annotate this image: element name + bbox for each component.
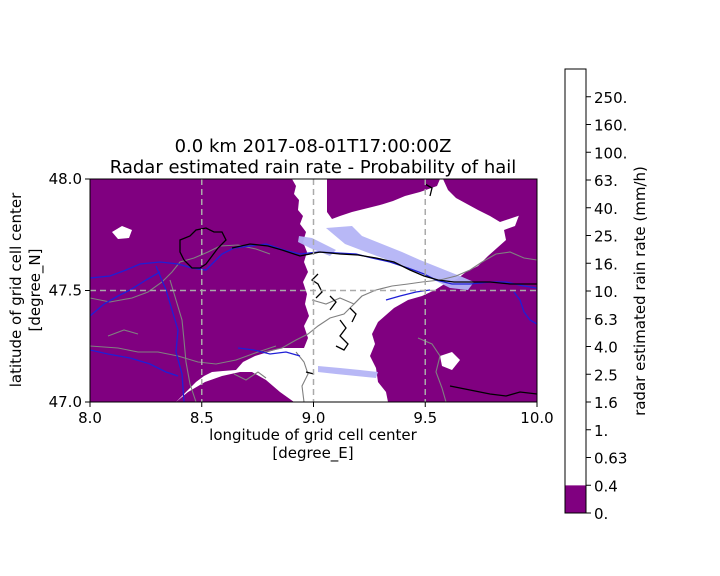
colorbar-segment — [565, 457, 586, 486]
y-tick-label: 47.0 — [49, 393, 82, 411]
rain-cell-west — [112, 226, 132, 239]
colorbar-tick-label: 1. — [594, 422, 608, 440]
y-axis-label-line1: latitude of grid cell center — [7, 192, 25, 387]
x-axis-label-line1: longitude of grid cell center — [209, 426, 417, 444]
colorbar: 0. 0.4 0.63 1. 1.6 2.5 4.0 6.3 10. 16. 25. 40. 63. 10… — [564, 68, 627, 523]
border-lines — [179, 183, 537, 397]
colorbar-tick-label: 40. — [594, 200, 618, 218]
colorbar-segment — [565, 235, 586, 264]
hail-swath-south — [318, 366, 378, 378]
y-axis: 47.0 47.5 48.0 — [49, 170, 90, 411]
colorbar-segment — [565, 429, 586, 458]
no-rain-region-west — [90, 179, 309, 402]
colorbar-segment — [565, 69, 586, 97]
colorbar-tick-label: 160. — [594, 117, 627, 135]
x-tick-label: 9.0 — [302, 409, 326, 427]
y-tick-label: 48.0 — [49, 170, 82, 188]
colorbar-tick-label: 25. — [594, 228, 618, 246]
colorbar-segment — [565, 96, 586, 125]
colorbar-segment — [565, 485, 586, 513]
colorbar-segment — [565, 207, 586, 236]
colorbar-tick-label: 10. — [594, 283, 618, 301]
colorbar-segment — [565, 180, 586, 208]
no-rain-region-south-central — [90, 372, 294, 402]
colorbar-segment — [565, 291, 586, 319]
colorbar-tick-label: 6.3 — [594, 311, 618, 329]
hail-swath-main — [326, 226, 474, 290]
colorbar-tick-label: 0. — [594, 505, 608, 523]
colorbar-segment — [565, 374, 586, 402]
gridlines — [90, 179, 537, 402]
colorbar-segment — [565, 346, 586, 375]
rain-cell-southeast — [440, 352, 460, 370]
colorbar-segment — [565, 263, 586, 291]
colorbar-tick-label: 100. — [594, 144, 627, 162]
x-axis-label-line2: [degree_E] — [272, 444, 353, 463]
plot-area — [90, 179, 537, 402]
colorbar-tick-label: 1.6 — [594, 394, 618, 412]
x-axis: 8.0 8.5 9.0 9.5 10.0 — [78, 402, 554, 427]
colorbar-segment — [565, 318, 586, 347]
no-rain-patch-northeast — [443, 179, 537, 222]
colorbar-tick-label: 16. — [594, 255, 618, 273]
chart-title-line2: Radar estimated rain rate - Probability … — [110, 157, 517, 178]
colorbar-tick-label: 2.5 — [594, 366, 618, 384]
colorbar-tick-label: 250. — [594, 89, 627, 107]
hail-swath-small — [298, 236, 336, 256]
colorbar-segment — [565, 124, 586, 153]
x-tick-label: 9.5 — [413, 409, 437, 427]
colorbar-tick-label: 0.4 — [594, 477, 618, 495]
x-tick-label: 8.0 — [78, 409, 102, 427]
y-axis-label-line2: [degree_N] — [26, 249, 45, 332]
x-tick-label: 8.5 — [190, 409, 214, 427]
colorbar-segment — [565, 152, 586, 180]
colorbar-label: radar estimated rain rate (mm/h) — [631, 166, 649, 416]
colorbar-segment — [565, 402, 586, 430]
x-tick-label: 10.0 — [520, 409, 553, 427]
colorbar-tick-label: 0.63 — [594, 450, 627, 468]
colorbar-tick-label: 63. — [594, 172, 618, 190]
chart-title-line1: 0.0 km 2017-08-01T17:00:00Z — [175, 136, 452, 157]
colorbar-tick-label: 4.0 — [594, 339, 618, 357]
no-rain-region-north — [327, 179, 440, 219]
y-tick-label: 47.5 — [49, 282, 82, 300]
gray-outlines — [90, 244, 537, 402]
